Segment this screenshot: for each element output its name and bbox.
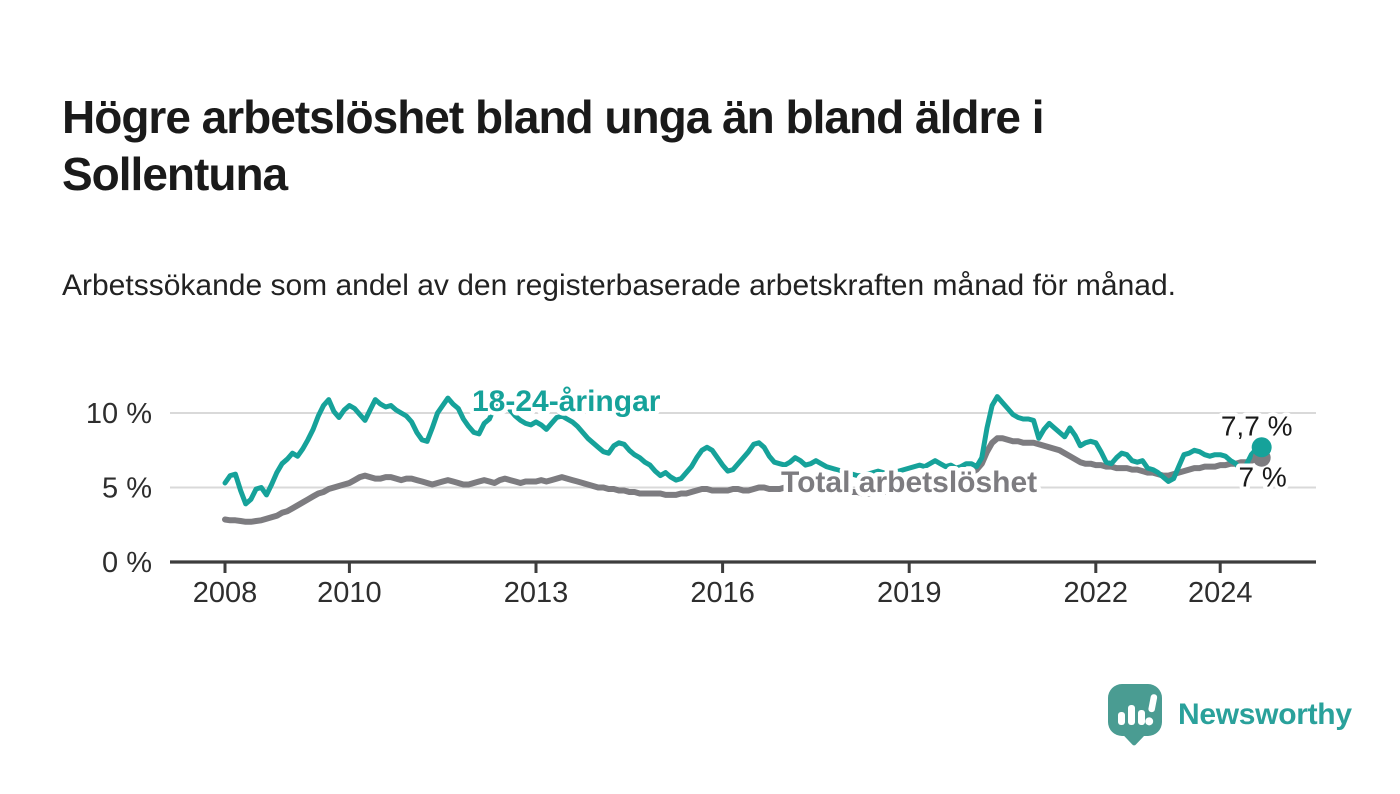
series-end-dot <box>1251 437 1272 458</box>
y-tick-label: 5 % <box>102 473 152 505</box>
x-tick-label: 2022 <box>1064 577 1129 609</box>
page-title: Högre arbetslöshet bland unga än bland ä… <box>62 90 1045 200</box>
page-subtitle: Arbetssökande som andel av den registerb… <box>62 269 1176 302</box>
series-line <box>222 435 1265 525</box>
x-tick-label: 2016 <box>690 577 755 609</box>
y-tick-label: 0 % <box>102 547 152 579</box>
y-tick-label: 10 % <box>86 398 152 430</box>
x-tick-label: 2013 <box>504 577 569 609</box>
newsworthy-speech-bubble-bar-chart-icon <box>1108 684 1162 746</box>
x-tick-label: 2010 <box>317 577 382 609</box>
x-tick-label: 2019 <box>877 577 942 609</box>
x-tick-label: 2024 <box>1188 577 1253 609</box>
series-label: Total arbetslöshet <box>781 466 1037 499</box>
end-value-label: 7,7 % <box>1221 410 1293 441</box>
series-line <box>222 394 1265 507</box>
x-tick-label: 2008 <box>193 577 258 609</box>
newsworthy-logo: Newsworthy <box>1108 684 1352 746</box>
series-label: 18-24-åringar <box>472 385 661 418</box>
newsworthy-wordmark: Newsworthy <box>1178 698 1352 731</box>
